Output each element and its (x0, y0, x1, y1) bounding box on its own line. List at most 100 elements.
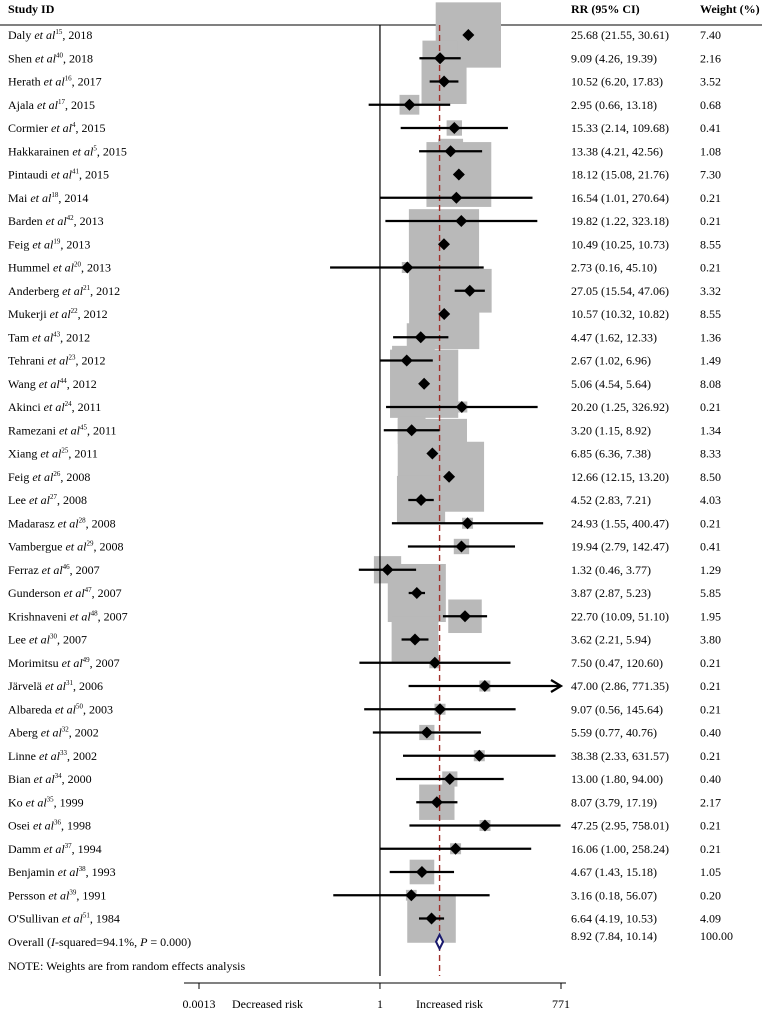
point-estimate (443, 470, 456, 483)
increased-risk-label: Increased risk (416, 997, 483, 1010)
rr-text: 1.32 (0.46, 3.77) (571, 563, 651, 577)
weight-text: 0.21 (700, 842, 721, 856)
point-estimate (410, 587, 423, 599)
rr-text: 13.38 (4.21, 42.56) (571, 144, 663, 158)
weight-text: 7.40 (700, 28, 721, 42)
point-estimate (434, 52, 447, 65)
point-estimate (418, 377, 431, 390)
rr-text: 16.54 (1.01, 270.64) (571, 191, 669, 205)
header-weight: Weight (%) (700, 2, 760, 16)
weight-text: 1.08 (700, 144, 721, 158)
weight-text: 4.09 (700, 912, 721, 926)
rr-text: 2.67 (1.02, 6.96) (571, 354, 651, 368)
point-estimate (461, 517, 474, 530)
weight-text: 1.05 (700, 865, 721, 879)
rr-text: 7.50 (0.47, 120.60) (571, 656, 663, 670)
rr-text: 10.57 (10.32, 10.82) (571, 307, 669, 321)
x-axis-ticks: 0.0013 1 771 (183, 983, 570, 1010)
study-label: Madarasz et al28, 2008 (8, 516, 116, 530)
study-label: Järvelä et al31, 2006 (8, 679, 103, 693)
point-estimate (448, 122, 461, 134)
weight-text: 1.34 (700, 423, 721, 437)
study-label: Ajala et al17, 2015 (8, 98, 95, 112)
study-label: Daly et al15, 2018 (8, 28, 92, 42)
point-estimate (449, 842, 462, 855)
point-estimate (437, 238, 450, 251)
weight-text: 0.21 (700, 656, 721, 670)
point-estimate (430, 796, 443, 809)
weight-text: 0.41 (700, 121, 721, 135)
rr-text: 4.47 (1.62, 12.33) (571, 330, 657, 344)
study-label: Persson et al39, 1991 (8, 888, 106, 902)
weight-column: 7.40 2.16 3.52 0.68 0.41 1.08 7.30 0.21 0.21 8.55… (700, 28, 721, 926)
point-estimate (438, 308, 451, 320)
study-label: Krishnaveni et al48, 2007 (8, 609, 128, 623)
point-estimate (455, 401, 468, 413)
weight-text: 0.21 (700, 261, 721, 275)
rr-text: 3.87 (2.87, 5.23) (571, 586, 651, 600)
overall-label: Overall (I-squared=94.1%, P = 0.000) (8, 935, 191, 949)
point-estimate (434, 703, 447, 716)
header-rr: RR (95% CI) (571, 2, 640, 16)
point-estimate (443, 773, 456, 785)
rr-text: 38.38 (2.33, 631.57) (571, 749, 669, 763)
study-label: Hummel et al20, 2013 (8, 261, 111, 275)
study-label: Mukerji et al22, 2012 (8, 307, 108, 321)
study-label: Lee et al30, 2007 (8, 633, 87, 647)
study-label: Ferraz et al46, 2007 (8, 563, 100, 577)
point-estimate (473, 749, 486, 762)
weight-text: 0.21 (700, 749, 721, 763)
study-label: Bian et al34, 2000 (8, 772, 92, 786)
point-estimate (450, 191, 463, 204)
weight-text: 0.21 (700, 679, 721, 693)
study-label: Tam et al43, 2012 (8, 330, 90, 344)
rr-text: 15.33 (2.14, 109.68) (571, 121, 669, 135)
point-estimate (478, 819, 491, 832)
rr-text: 9.07 (0.56, 145.64) (571, 702, 663, 716)
study-label: Feig et al19, 2013 (8, 237, 90, 251)
rr-text: 6.85 (6.36, 7.38) (571, 447, 651, 461)
study-label: Barden et al42, 2013 (8, 214, 104, 228)
study-label: Hakkarainen et al5, 2015 (8, 144, 127, 158)
rr-text: 22.70 (10.09, 51.10) (571, 609, 669, 623)
point-estimate (403, 98, 416, 111)
rr-text: 18.12 (15.08, 21.76) (571, 168, 669, 182)
study-label: Feig et al26, 2008 (8, 470, 90, 484)
study-label: Morimitsu et al49, 2007 (8, 656, 120, 670)
rr-text: 2.73 (0.16, 45.10) (571, 261, 657, 275)
study-label: O'Sullivan et al51, 1984 (8, 912, 120, 926)
rr-text: 9.09 (4.26, 19.39) (571, 51, 657, 65)
weight-text: 0.41 (700, 540, 721, 554)
rr-text: 5.59 (0.77, 40.76) (571, 726, 657, 740)
study-label: Gunderson et al47, 2007 (8, 586, 122, 600)
study-label: Mai et al18, 2014 (8, 191, 88, 205)
point-estimate (400, 354, 413, 367)
x-tick-label: 771 (552, 997, 570, 1010)
weight-text: 0.21 (700, 400, 721, 414)
study-label: Benjamin et al38, 1993 (8, 865, 116, 879)
rr-text: 19.82 (1.22, 323.18) (571, 214, 669, 228)
rr-text: 27.05 (15.54, 47.06) (571, 284, 669, 298)
point-estimate (405, 889, 418, 902)
point-estimate (452, 168, 465, 181)
weight-text: 2.17 (700, 795, 721, 809)
point-estimate (405, 424, 418, 437)
study-label: Xiang et al25, 2011 (8, 447, 98, 461)
point-estimate (425, 912, 438, 925)
weight-text: 2.16 (700, 51, 721, 65)
study-label: Ko et al35, 1999 (8, 795, 84, 809)
point-estimate (462, 29, 475, 41)
rr-text: 13.00 (1.80, 94.00) (571, 772, 663, 786)
rr-text: 47.25 (2.95, 758.01) (571, 819, 669, 833)
weight-text: 0.20 (700, 888, 721, 902)
point-estimate (409, 633, 422, 646)
weight-text: 3.80 (700, 633, 721, 647)
study-label: Cormier et al4, 2015 (8, 121, 106, 135)
rr-text: 25.68 (21.55, 30.61) (571, 28, 669, 42)
point-estimate (426, 447, 439, 460)
weight-text: 1.95 (700, 609, 721, 623)
weight-text: 1.49 (700, 354, 721, 368)
point-estimate (455, 540, 468, 553)
weight-text: 8.08 (700, 377, 721, 391)
weight-text: 0.21 (700, 191, 721, 205)
